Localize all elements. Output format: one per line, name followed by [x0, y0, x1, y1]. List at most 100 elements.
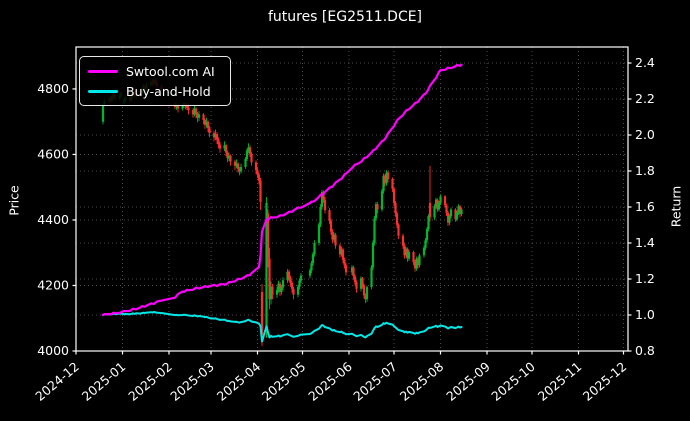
candle-body: [268, 258, 271, 300]
x-tick-label: 2025-08: [397, 359, 447, 404]
candle-body: [322, 192, 325, 200]
candle-body: [256, 170, 259, 175]
candle-body: [244, 159, 247, 167]
candle-body: [350, 267, 354, 273]
candle-body: [445, 205, 448, 213]
candle-body: [353, 276, 357, 283]
x-tick-label: 2025-06: [305, 359, 355, 404]
candle-body: [455, 212, 459, 220]
candle-body: [185, 105, 189, 108]
candle-body: [196, 113, 199, 118]
candle-body: [197, 114, 201, 118]
price-tick-label: 4400: [37, 212, 69, 227]
candle-body: [436, 199, 439, 210]
candle-body: [280, 287, 283, 293]
candle-body: [395, 213, 399, 225]
candle-body: [362, 285, 366, 296]
candle-body: [214, 134, 217, 138]
candle-body: [418, 255, 421, 266]
return-tick-label: 1.2: [635, 271, 655, 286]
candle-body: [278, 283, 282, 293]
candle-body: [344, 265, 348, 273]
candle-body: [376, 204, 379, 210]
candle-body: [340, 249, 343, 255]
candle-body: [176, 104, 180, 109]
candle-body: [254, 162, 258, 171]
candle-body: [382, 175, 385, 192]
candle-body: [394, 202, 397, 214]
return-tick-label: 1.0: [635, 307, 655, 322]
candle-body: [457, 206, 460, 213]
candle-body: [205, 121, 208, 125]
candle-body: [373, 218, 376, 243]
candle-body: [359, 278, 363, 289]
x-tick-label: 2025-09: [443, 359, 493, 404]
x-tick-label: 2025-01: [79, 359, 129, 404]
candle-body: [413, 261, 417, 269]
candle-body: [406, 248, 409, 259]
candle-body: [224, 145, 228, 153]
candle-body: [383, 175, 387, 184]
candle-body: [352, 267, 355, 277]
ai-line-swatch: [88, 69, 118, 73]
candle-body: [328, 210, 331, 221]
candle-body: [331, 231, 334, 240]
candle-body: [319, 206, 322, 225]
candle-body: [361, 278, 364, 286]
candle-body: [212, 133, 216, 138]
ai-line-label: Swtool.com AI: [126, 63, 215, 79]
candle-body: [427, 216, 430, 230]
candle-body: [292, 288, 295, 295]
x-tick-label: 2025-11: [535, 359, 585, 404]
candle-body: [235, 163, 238, 166]
x-tick-label: 2025-12: [580, 359, 630, 404]
candle-body: [448, 216, 451, 223]
candle-body: [298, 280, 301, 287]
return-tick-label: 0.8: [635, 343, 655, 358]
candle-body: [334, 234, 337, 246]
price-tick-label: 4000: [37, 343, 69, 358]
candle-body: [248, 147, 252, 154]
chart-title: futures [EG2511.DCE]: [267, 9, 423, 25]
candle-body: [265, 202, 268, 332]
candle-body: [422, 247, 426, 256]
candle-body: [397, 224, 400, 236]
candle-body: [434, 199, 438, 207]
x-tick-label: 2025-10: [488, 359, 538, 404]
candle-body: [320, 192, 324, 207]
return-tick-label: 2.0: [635, 127, 655, 142]
candle-body: [391, 179, 394, 189]
candle-body: [217, 139, 220, 145]
candle-body: [257, 174, 261, 181]
candle-body: [290, 282, 294, 289]
candle-body: [187, 107, 190, 111]
candle-body: [206, 121, 210, 129]
candle-body: [202, 114, 205, 121]
candle-body: [239, 166, 243, 172]
return-tick-label: 1.8: [635, 163, 655, 178]
candle-body: [236, 163, 240, 169]
candle-body: [281, 280, 285, 288]
buy-and-hold-line: [102, 311, 463, 343]
candle-body: [374, 204, 378, 219]
candle-body: [227, 155, 231, 159]
candle-body: [401, 235, 405, 246]
candle-body: [269, 286, 273, 300]
price-tick-label: 4600: [37, 146, 69, 161]
candle-body: [308, 270, 312, 276]
x-tick-label: 2025-02: [125, 359, 175, 404]
candle-body: [392, 188, 396, 203]
price-tick-label: 4200: [37, 277, 69, 292]
return-tick-label: 2.2: [635, 91, 655, 106]
x-tick-label: 2025-07: [350, 359, 400, 404]
candle-body: [338, 245, 342, 255]
candle-body: [428, 202, 432, 218]
candle-body: [446, 212, 450, 223]
return-tick-label: 1.4: [635, 235, 655, 250]
candle-body: [404, 248, 408, 256]
x-tick-label: 2025-05: [259, 359, 309, 404]
candle-body: [437, 202, 441, 210]
candle-body: [238, 168, 241, 172]
bh-line-label: Buy-and-Hold: [126, 83, 211, 99]
candle-body: [332, 234, 336, 240]
